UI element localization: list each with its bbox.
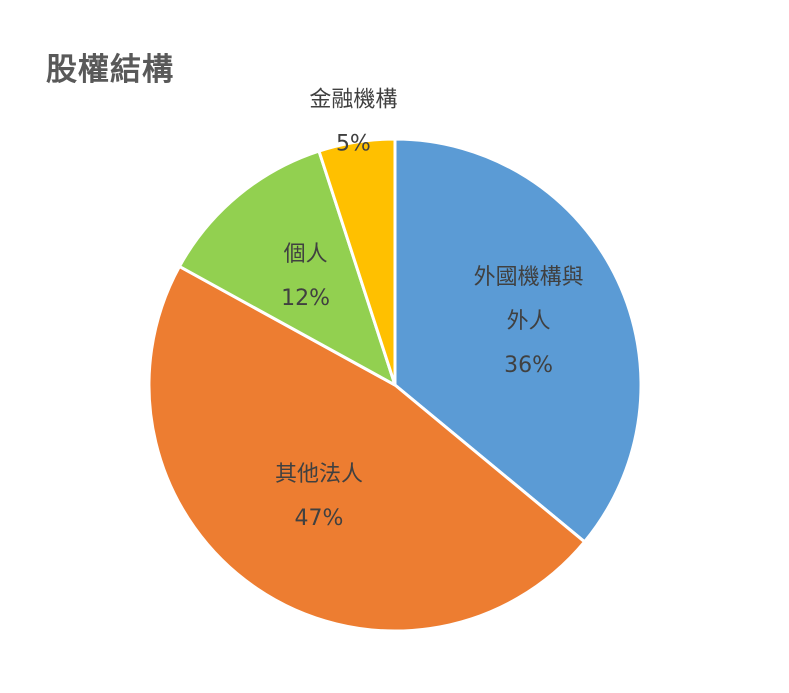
slice-category-label: 外國機構與 (474, 265, 584, 290)
chart-title: 股權結構 (46, 52, 174, 88)
pie-slice (177, 149, 397, 387)
slice-category-label: 個人 (284, 242, 328, 267)
slice-value-label: 36% (504, 353, 553, 378)
slice-data-label: 外國機構與外人 36% (474, 265, 584, 378)
slice-value-label: 5% (336, 132, 371, 157)
slice-value-label: 12% (281, 286, 330, 311)
slice-category-label: 外人 (507, 309, 551, 334)
pie-slice (317, 137, 397, 387)
slice-data-label: 個人 12% (281, 242, 330, 311)
slice-data-label: 金融機構 5% (309, 88, 397, 157)
slice-category-label: 金融機構 (309, 88, 397, 113)
slice-value-label: 47% (295, 506, 344, 531)
slice-data-label: 其他法人 47% (275, 462, 363, 531)
slice-category-label: 其他法人 (275, 462, 363, 487)
pie-slice (393, 137, 643, 544)
pie-slice (147, 264, 587, 633)
